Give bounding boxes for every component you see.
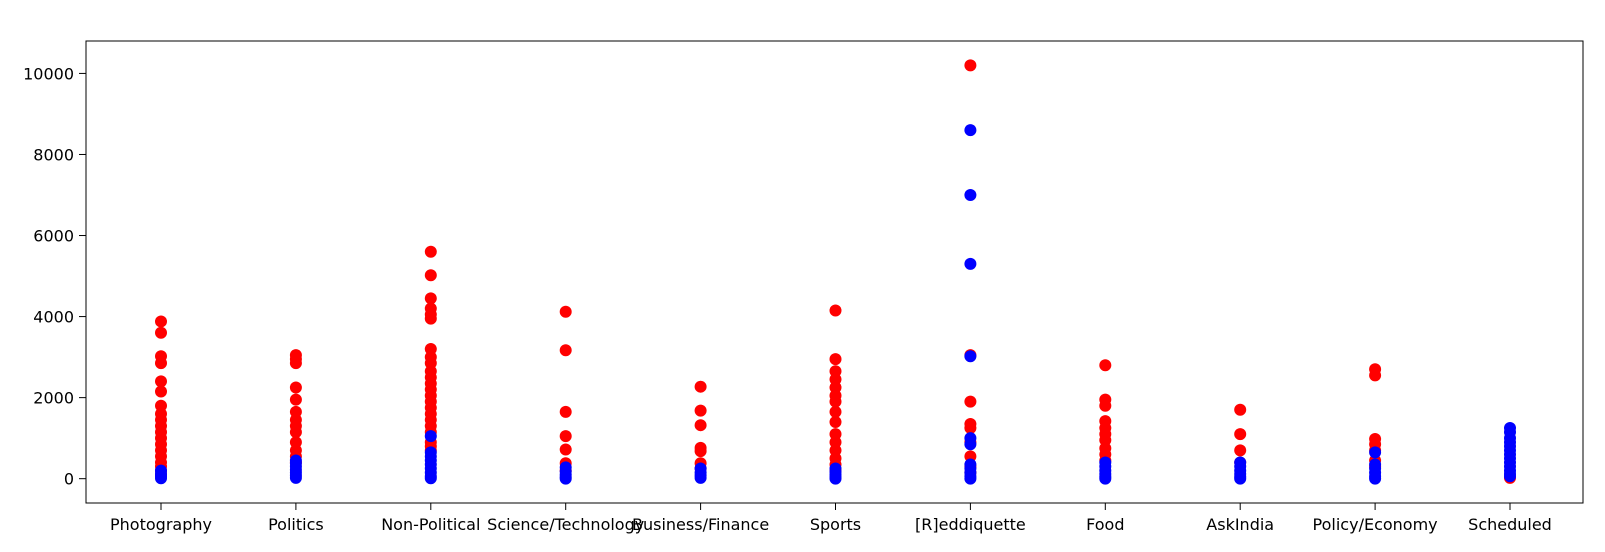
point-blue-28 xyxy=(694,471,707,484)
point-red-5 xyxy=(155,385,167,398)
point-red-66 xyxy=(694,445,707,458)
x-tick-label: Scheduled xyxy=(1468,515,1552,534)
y-tick-label: 0 xyxy=(64,470,74,489)
point-blue-24 xyxy=(559,472,572,485)
point-red-69 xyxy=(829,304,842,317)
x-tick-label: Business/Finance xyxy=(632,515,769,534)
x-tick-label: Politics xyxy=(268,515,324,534)
y-tick-label: 2000 xyxy=(33,389,74,408)
plot-frame xyxy=(85,40,1584,504)
y-tick-label: 6000 xyxy=(33,227,74,246)
point-blue-36 xyxy=(964,257,977,270)
point-blue-34 xyxy=(964,124,977,137)
x-tick-label: Policy/Economy xyxy=(1313,515,1438,534)
x-tick-label: Science/Technology xyxy=(487,515,644,534)
point-red-63 xyxy=(694,404,707,417)
x-tick-label: Photography xyxy=(110,515,212,534)
point-blue-3 xyxy=(155,472,167,485)
point-red-108 xyxy=(1369,369,1382,382)
point-red-4 xyxy=(155,375,167,388)
x-tick-label: AskIndia xyxy=(1206,515,1274,534)
point-red-62 xyxy=(694,380,707,393)
point-red-76 xyxy=(829,405,842,418)
point-red-95 xyxy=(1099,399,1112,412)
point-red-21 xyxy=(289,357,302,370)
x-tick-label: Food xyxy=(1086,515,1124,534)
point-red-33 xyxy=(424,269,437,282)
point-red-23 xyxy=(289,393,302,406)
y-tick-label: 8000 xyxy=(33,145,74,164)
x-axis: Photography Politics Non-Political Science/… xyxy=(110,503,1552,534)
point-red-0 xyxy=(155,315,167,328)
point-blue-33 xyxy=(829,472,842,485)
point-red-37 xyxy=(424,312,437,325)
point-blue-44 xyxy=(964,472,977,485)
y-tick-label: 10000 xyxy=(23,64,74,83)
point-blue-11 xyxy=(424,430,437,443)
point-red-55 xyxy=(559,305,572,318)
point-red-88 xyxy=(964,422,977,435)
x-tick-label: Non-Political xyxy=(381,515,480,534)
point-blue-62 xyxy=(1369,472,1382,485)
x-tick-label: Sports xyxy=(810,515,861,534)
point-red-58 xyxy=(559,430,572,443)
point-red-103 xyxy=(1234,403,1247,416)
point-red-59 xyxy=(559,443,572,456)
point-blue-50 xyxy=(1099,472,1112,485)
point-red-56 xyxy=(559,344,572,357)
point-red-70 xyxy=(829,353,842,366)
point-red-34 xyxy=(424,292,437,305)
point-blue-35 xyxy=(964,189,977,201)
point-red-27 xyxy=(289,426,302,439)
point-red-84 xyxy=(964,59,977,72)
point-red-104 xyxy=(1234,428,1247,441)
point-red-32 xyxy=(424,245,437,258)
point-blue-57 xyxy=(1369,446,1382,459)
point-red-105 xyxy=(1234,444,1247,457)
point-blue-10 xyxy=(289,471,302,484)
point-blue-75 xyxy=(1504,470,1516,483)
point-red-1 xyxy=(155,326,167,339)
point-red-22 xyxy=(289,381,302,394)
point-red-57 xyxy=(559,405,572,418)
x-tick-label: [R]eddiquette xyxy=(915,515,1026,534)
points-layer xyxy=(155,59,1516,485)
point-red-75 xyxy=(829,395,842,408)
point-blue-39 xyxy=(964,438,977,451)
point-red-93 xyxy=(1099,359,1112,372)
point-blue-19 xyxy=(424,472,437,485)
y-axis: 0 2000 4000 6000 8000 10000 xyxy=(23,64,86,489)
point-red-64 xyxy=(694,419,707,432)
point-blue-37 xyxy=(964,350,977,363)
point-red-86 xyxy=(964,395,977,408)
y-tick-label: 4000 xyxy=(33,308,74,327)
point-red-77 xyxy=(829,415,842,428)
point-red-3 xyxy=(155,357,167,370)
point-blue-56 xyxy=(1234,472,1247,485)
